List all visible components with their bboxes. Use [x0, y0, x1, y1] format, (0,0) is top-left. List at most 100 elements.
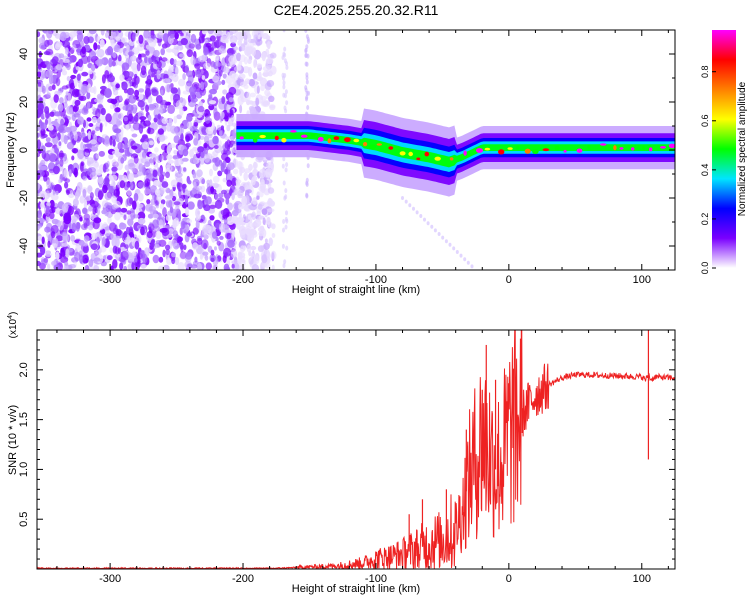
- noise-blob: [209, 215, 215, 221]
- noise-blob: [58, 179, 62, 184]
- noise-blob: [259, 189, 264, 198]
- noise-blob: [247, 214, 252, 220]
- signal-hotspot: [259, 134, 266, 139]
- noise-blob: [247, 33, 252, 43]
- noise-blob: [138, 88, 145, 93]
- noise-blob: [304, 53, 308, 58]
- noise-blob: [227, 202, 234, 211]
- noise-blob: [65, 248, 70, 258]
- noise-blob: [144, 178, 151, 187]
- noise-blob: [65, 91, 69, 96]
- noise-blob: [187, 30, 191, 35]
- noise-blob: [64, 261, 69, 266]
- noise-blob: [237, 95, 244, 106]
- noise-blob: [186, 114, 193, 122]
- noise-blob: [119, 74, 125, 82]
- noise-blob: [111, 237, 118, 247]
- noise-blob: [204, 115, 211, 124]
- noise-blob: [83, 199, 88, 210]
- noise-blob: [179, 242, 184, 250]
- noise-blob: [304, 47, 308, 53]
- noise-blob: [187, 201, 195, 210]
- noise-blob: [37, 139, 41, 150]
- noise-blob: [62, 242, 68, 247]
- x-tick-label: -300: [99, 274, 121, 286]
- noise-blob: [212, 175, 220, 183]
- noise-blob: [183, 244, 187, 251]
- noise-blob: [226, 104, 230, 113]
- noise-blob: [222, 160, 227, 169]
- noise-blob: [138, 163, 144, 172]
- signal-hotspot: [649, 147, 653, 152]
- noise-blob: [123, 214, 127, 221]
- noise-blob: [71, 222, 77, 233]
- noise-blob: [201, 178, 206, 185]
- noise-blob: [423, 217, 426, 222]
- noise-blob: [262, 217, 266, 226]
- noise-blob: [37, 63, 42, 70]
- noise-blob: [131, 167, 136, 172]
- noise-blob: [144, 188, 151, 195]
- noise-blob: [305, 75, 309, 81]
- noise-blob: [193, 193, 202, 199]
- noise-blob: [58, 220, 64, 231]
- noise-blob: [248, 163, 253, 171]
- noise-blob: [111, 60, 116, 67]
- noise-blob: [152, 169, 158, 178]
- noise-blob: [224, 169, 228, 175]
- noise-blob: [184, 194, 189, 205]
- noise-blob: [131, 262, 135, 270]
- signal-hotspot: [333, 136, 340, 141]
- noise-blob: [71, 88, 80, 98]
- noise-blob: [77, 116, 84, 125]
- colorbar-tick-label: 0.4: [700, 164, 710, 177]
- noise-blob: [132, 32, 136, 42]
- noise-blob: [203, 46, 209, 56]
- noise-blob: [139, 116, 147, 121]
- noise-blob: [60, 247, 65, 253]
- noise-blob: [415, 210, 419, 215]
- noise-blob: [81, 71, 89, 77]
- noise-blob: [441, 235, 445, 240]
- noise-blob: [270, 156, 274, 164]
- noise-blob: [46, 30, 53, 39]
- noise-blob: [222, 73, 227, 79]
- noise-blob: [246, 189, 252, 194]
- noise-blob: [229, 148, 235, 155]
- noise-blob: [99, 122, 103, 133]
- noise-blob: [218, 192, 224, 199]
- noise-blob: [63, 168, 69, 179]
- noise-blob: [115, 83, 120, 89]
- noise-blob: [157, 113, 161, 120]
- noise-blob: [444, 239, 448, 244]
- noise-blob: [96, 93, 105, 100]
- noise-blob: [166, 48, 173, 53]
- x-tick-label: 100: [633, 573, 651, 585]
- noise-blob: [131, 133, 138, 138]
- noise-blob: [306, 39, 310, 44]
- noise-blob: [282, 92, 286, 98]
- noise-blob: [76, 73, 81, 81]
- noise-blob: [173, 150, 178, 155]
- noise-blob: [48, 152, 56, 162]
- noise-blob: [55, 251, 60, 261]
- noise-blob: [145, 90, 150, 97]
- noise-blob: [305, 91, 309, 96]
- signal-hotspot: [631, 147, 635, 151]
- noise-blob: [66, 76, 71, 82]
- noise-blob: [203, 62, 211, 69]
- signal-hotspot: [281, 137, 287, 143]
- noise-blob: [284, 194, 288, 200]
- noise-blob: [134, 75, 140, 85]
- noise-blob: [38, 209, 42, 215]
- noise-blob: [209, 88, 217, 95]
- noise-blob: [281, 55, 285, 61]
- noise-blob: [253, 59, 257, 68]
- noise-blob: [175, 172, 183, 178]
- signal-hotspot: [476, 148, 483, 153]
- noise-blob: [268, 200, 276, 207]
- noise-blob: [260, 179, 265, 186]
- noise-blob: [161, 43, 168, 49]
- signal-hotspot: [463, 150, 467, 156]
- noise-blob: [268, 95, 275, 103]
